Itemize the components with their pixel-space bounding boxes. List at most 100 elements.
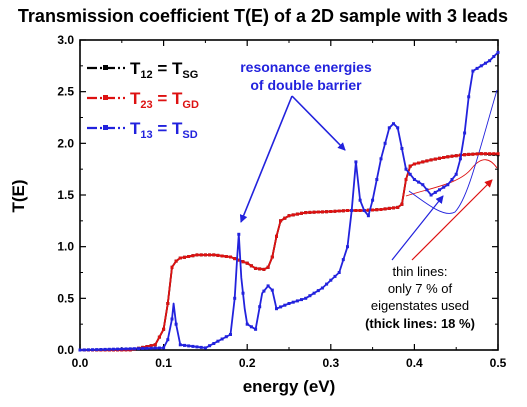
data-point-t23 (387, 206, 391, 210)
data-point-t13 (111, 347, 115, 351)
data-point-t13 (392, 122, 395, 126)
data-point-t13 (450, 178, 454, 181)
data-point-t23 (341, 209, 345, 213)
data-point-t13 (212, 342, 216, 345)
data-point-t23 (404, 178, 408, 181)
data-point-t13 (467, 95, 471, 99)
data-point-t13 (387, 126, 391, 130)
thin-line-t13 (408, 89, 498, 214)
legend: T12 = TSG T23 = TGD T13 = TSD (87, 59, 199, 141)
data-point-t23 (203, 253, 207, 257)
data-point-t23 (162, 327, 166, 331)
data-point-t13 (291, 300, 295, 304)
data-point-t23 (229, 255, 232, 259)
data-point-t13 (446, 183, 450, 187)
data-point-t13 (429, 193, 433, 197)
data-point-t23 (337, 209, 341, 213)
data-point-t23 (484, 152, 487, 156)
legend-t23-sub2: GD (182, 99, 199, 111)
data-point-t23 (224, 255, 228, 258)
legend-t13-sub2: SD (182, 129, 197, 141)
data-point-t13 (479, 64, 483, 68)
data-point-t13 (78, 348, 82, 352)
data-point-t13 (458, 157, 462, 161)
data-point-t23 (157, 335, 161, 339)
data-point-t13 (174, 322, 178, 326)
data-point-t23 (425, 159, 429, 163)
data-point-t13 (103, 347, 107, 351)
data-point-t13 (99, 348, 103, 351)
data-point-t13 (241, 291, 245, 295)
data-point-t23 (396, 205, 400, 209)
data-point-t13 (162, 346, 166, 350)
data-point-t13 (249, 325, 253, 329)
data-point-t23 (421, 160, 425, 164)
data-point-t23 (412, 162, 416, 166)
data-point-t13 (412, 178, 416, 181)
data-point-t13 (346, 245, 349, 249)
data-point-t23 (333, 209, 337, 213)
data-point-t13 (120, 347, 124, 351)
data-point-t23 (471, 152, 475, 156)
data-point-t23 (433, 157, 437, 161)
data-point-t13 (157, 346, 161, 350)
data-point-t23 (220, 254, 224, 258)
data-point-t13 (375, 178, 379, 181)
data-point-t23 (287, 214, 291, 218)
data-point-t13 (149, 346, 153, 350)
data-point-t23 (183, 255, 186, 259)
data-point-t13 (262, 289, 266, 293)
data-point-t23 (442, 156, 446, 159)
annotation-resonance-line1: resonance energies (240, 59, 372, 75)
svg-text:T12 = TSG: T12 = TSG (130, 59, 198, 81)
data-point-t13 (329, 278, 333, 282)
data-point-t13 (433, 190, 437, 194)
data-point-t23 (417, 161, 421, 165)
data-point-t13 (454, 172, 458, 176)
data-point-t23 (216, 253, 220, 257)
data-point-t13 (358, 198, 362, 202)
series-group (78, 50, 500, 352)
data-point-t13 (191, 344, 195, 348)
legend-t12-eq: = T (153, 59, 183, 78)
data-point-t23 (174, 259, 178, 263)
x-tick-label: 0.3 (322, 356, 339, 370)
svg-text:T13 = TSD: T13 = TSD (130, 119, 198, 141)
data-point-t13 (203, 346, 207, 350)
data-point-t23 (187, 255, 191, 258)
data-point-t13 (91, 348, 94, 352)
data-point-t13 (471, 69, 475, 73)
data-point-t13 (287, 302, 291, 305)
data-point-t23 (366, 208, 370, 212)
data-point-t13 (283, 303, 287, 307)
data-point-t23 (429, 158, 433, 162)
resonance-arrow-left (239, 95, 293, 223)
data-point-t13 (308, 294, 312, 298)
data-point-t13 (224, 335, 228, 339)
data-point-t23 (166, 302, 170, 305)
y-tick-label: 2.0 (57, 136, 74, 150)
data-point-t23 (354, 209, 358, 212)
data-point-t13 (417, 180, 421, 184)
data-point-t13 (270, 288, 274, 292)
data-point-t23 (208, 253, 212, 257)
data-point-t23 (237, 258, 241, 262)
data-point-t13 (383, 141, 387, 145)
data-point-t13 (341, 258, 345, 262)
data-point-t13 (237, 232, 241, 236)
data-point-t13 (233, 296, 237, 300)
data-point-t13 (266, 284, 270, 288)
data-point-t13 (488, 59, 492, 63)
data-point-t23 (149, 344, 153, 348)
x-tick-label: 0.4 (406, 356, 423, 370)
legend-t23-sub: 23 (140, 99, 152, 111)
data-point-t13 (132, 347, 136, 351)
x-tick-label: 0.5 (490, 356, 507, 370)
data-point-t23 (375, 208, 379, 212)
data-point-t23 (275, 234, 278, 238)
legend-t12-sub2: SG (182, 69, 198, 81)
data-point-t23 (291, 213, 295, 217)
data-point-t13 (275, 307, 278, 311)
legend-item-t12: T12 = TSG (87, 59, 198, 81)
